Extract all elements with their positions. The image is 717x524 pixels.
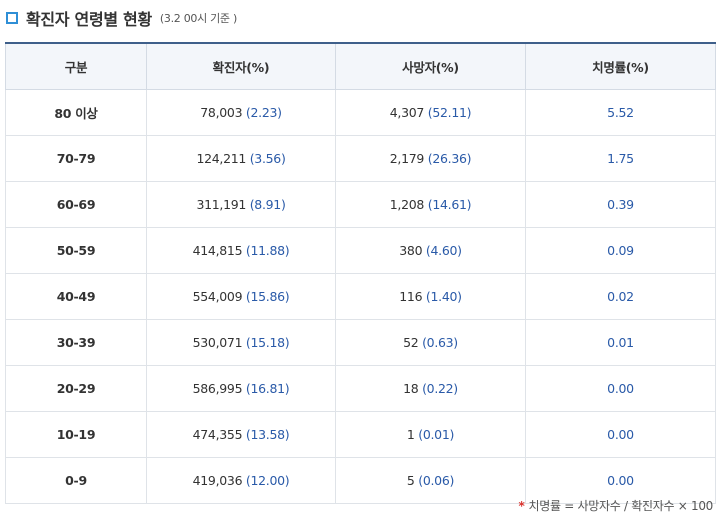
deaths-cell: 1 (0.01): [335, 411, 526, 458]
deaths-count: 1: [406, 427, 415, 442]
deaths-percent: (0.63): [422, 335, 458, 350]
confirmed-percent: (11.88): [245, 243, 290, 258]
deaths-cell: 5 (0.06): [335, 457, 526, 504]
header-confirmed: 확진자(%): [146, 43, 336, 90]
table-row: 40-49 554,009 (15.86) 116 (1.40) 0.02: [5, 273, 716, 320]
deaths-percent: (0.06): [418, 473, 455, 488]
age-group-cell: 20-29: [5, 365, 147, 412]
confirmed-count: 78,003: [200, 105, 243, 120]
header-category: 구분: [5, 43, 147, 90]
confirmed-count: 530,071: [192, 335, 243, 350]
deaths-percent: (0.22): [422, 381, 458, 396]
square-outline-icon: [6, 12, 18, 24]
table-row: 30-39 530,071 (15.18) 52 (0.63) 0.01: [5, 319, 716, 366]
confirmed-percent: (2.23): [245, 105, 282, 120]
confirmed-cell: 124,211 (3.56): [146, 135, 336, 182]
deaths-count: 52: [403, 335, 419, 350]
deaths-count: 116: [399, 289, 423, 304]
deaths-cell: 1,208 (14.61): [335, 181, 526, 228]
table-row: 70-79 124,211 (3.56) 2,179 (26.36) 1.75: [5, 135, 716, 182]
confirmed-percent: (3.56): [249, 151, 286, 166]
confirmed-cell: 414,815 (11.88): [146, 227, 336, 274]
fatality-rate-cell: 1.75: [525, 135, 716, 182]
age-group-cell: 40-49: [5, 273, 147, 320]
confirmed-cell: 554,009 (15.86): [146, 273, 336, 320]
confirmed-cell: 311,191 (8.91): [146, 181, 336, 228]
confirmed-percent: (8.91): [249, 197, 286, 212]
age-group-cell: 30-39: [5, 319, 147, 366]
confirmed-count: 311,191: [196, 197, 247, 212]
deaths-cell: 52 (0.63): [335, 319, 526, 366]
age-group-cell: 80 이상: [5, 89, 147, 136]
table-row: 20-29 586,995 (16.81) 18 (0.22) 0.00: [5, 365, 716, 412]
deaths-percent: (26.36): [427, 151, 472, 166]
confirmed-count: 124,211: [196, 151, 247, 166]
deaths-cell: 116 (1.40): [335, 273, 526, 320]
deaths-percent: (1.40): [425, 289, 462, 304]
page-title: 확진자 연령별 현황: [26, 10, 152, 29]
age-status-table: 구분 확진자(%) 사망자(%) 치명률(%) 80 이상 78,003 (2.2…: [5, 42, 716, 504]
fatality-rate-cell: 0.01: [525, 319, 716, 366]
page-subtitle: (3.2 00시 기준 ): [159, 12, 237, 25]
age-group-cell: 10-19: [5, 411, 147, 458]
confirmed-count: 554,009: [192, 289, 243, 304]
footnote: * 치명률 = 사망자수 / 확진자수 × 100: [518, 497, 714, 514]
confirmed-cell: 78,003 (2.23): [146, 89, 336, 136]
deaths-count: 380: [399, 243, 423, 258]
confirmed-count: 419,036: [192, 473, 243, 488]
deaths-count: 18: [403, 381, 419, 396]
confirmed-percent: (13.58): [245, 427, 290, 442]
deaths-count: 5: [406, 473, 415, 488]
fatality-rate-cell: 0.09: [525, 227, 716, 274]
deaths-percent: (14.61): [427, 197, 472, 212]
deaths-count: 1,208: [389, 197, 425, 212]
header-fatality: 치명률(%): [525, 43, 716, 90]
fatality-rate-cell: 5.52: [525, 89, 716, 136]
deaths-percent: (0.01): [418, 427, 455, 442]
table-body: 80 이상 78,003 (2.23) 4,307 (52.11) 5.52 70-79…: [5, 89, 716, 504]
fatality-rate-cell: 0.00: [525, 365, 716, 412]
title-row: 확진자 연령별 현황 (3.2 00시 기준 ): [6, 7, 237, 29]
deaths-count: 4,307: [389, 105, 425, 120]
deaths-cell: 4,307 (52.11): [335, 89, 526, 136]
age-group-cell: 50-59: [5, 227, 147, 274]
confirmed-percent: (16.81): [245, 381, 290, 396]
fatality-rate-cell: 0.00: [525, 457, 716, 504]
age-group-cell: 60-69: [5, 181, 147, 228]
fatality-rate-cell: 0.02: [525, 273, 716, 320]
confirmed-percent: (12.00): [245, 473, 290, 488]
confirmed-cell: 586,995 (16.81): [146, 365, 336, 412]
confirmed-cell: 530,071 (15.18): [146, 319, 336, 366]
table-row: 10-19 474,355 (13.58) 1 (0.01) 0.00: [5, 411, 716, 458]
deaths-count: 2,179: [389, 151, 425, 166]
age-group-cell: 70-79: [5, 135, 147, 182]
table-row: 60-69 311,191 (8.91) 1,208 (14.61) 0.39: [5, 181, 716, 228]
deaths-cell: 18 (0.22): [335, 365, 526, 412]
confirmed-cell: 474,355 (13.58): [146, 411, 336, 458]
confirmed-percent: (15.18): [245, 335, 290, 350]
header-deaths: 사망자(%): [335, 43, 526, 90]
table-header-row: 구분 확진자(%) 사망자(%) 치명률(%): [5, 43, 716, 90]
deaths-percent: (52.11): [427, 105, 472, 120]
table-row: 50-59 414,815 (11.88) 380 (4.60) 0.09: [5, 227, 716, 274]
deaths-cell: 380 (4.60): [335, 227, 526, 274]
footnote-text: 치명률 = 사망자수 / 확진자수 × 100: [528, 499, 714, 513]
footnote-marker: *: [518, 499, 525, 513]
table-row: 80 이상 78,003 (2.23) 4,307 (52.11) 5.52: [5, 89, 716, 136]
table-row: 0-9 419,036 (12.00) 5 (0.06) 0.00: [5, 457, 716, 504]
confirmed-cell: 419,036 (12.00): [146, 457, 336, 504]
fatality-rate-cell: 0.00: [525, 411, 716, 458]
confirmed-count: 474,355: [192, 427, 243, 442]
deaths-percent: (4.60): [425, 243, 462, 258]
deaths-cell: 2,179 (26.36): [335, 135, 526, 182]
confirmed-count: 586,995: [192, 381, 243, 396]
fatality-rate-cell: 0.39: [525, 181, 716, 228]
confirmed-percent: (15.86): [245, 289, 290, 304]
confirmed-count: 414,815: [192, 243, 243, 258]
age-group-cell: 0-9: [5, 457, 147, 504]
